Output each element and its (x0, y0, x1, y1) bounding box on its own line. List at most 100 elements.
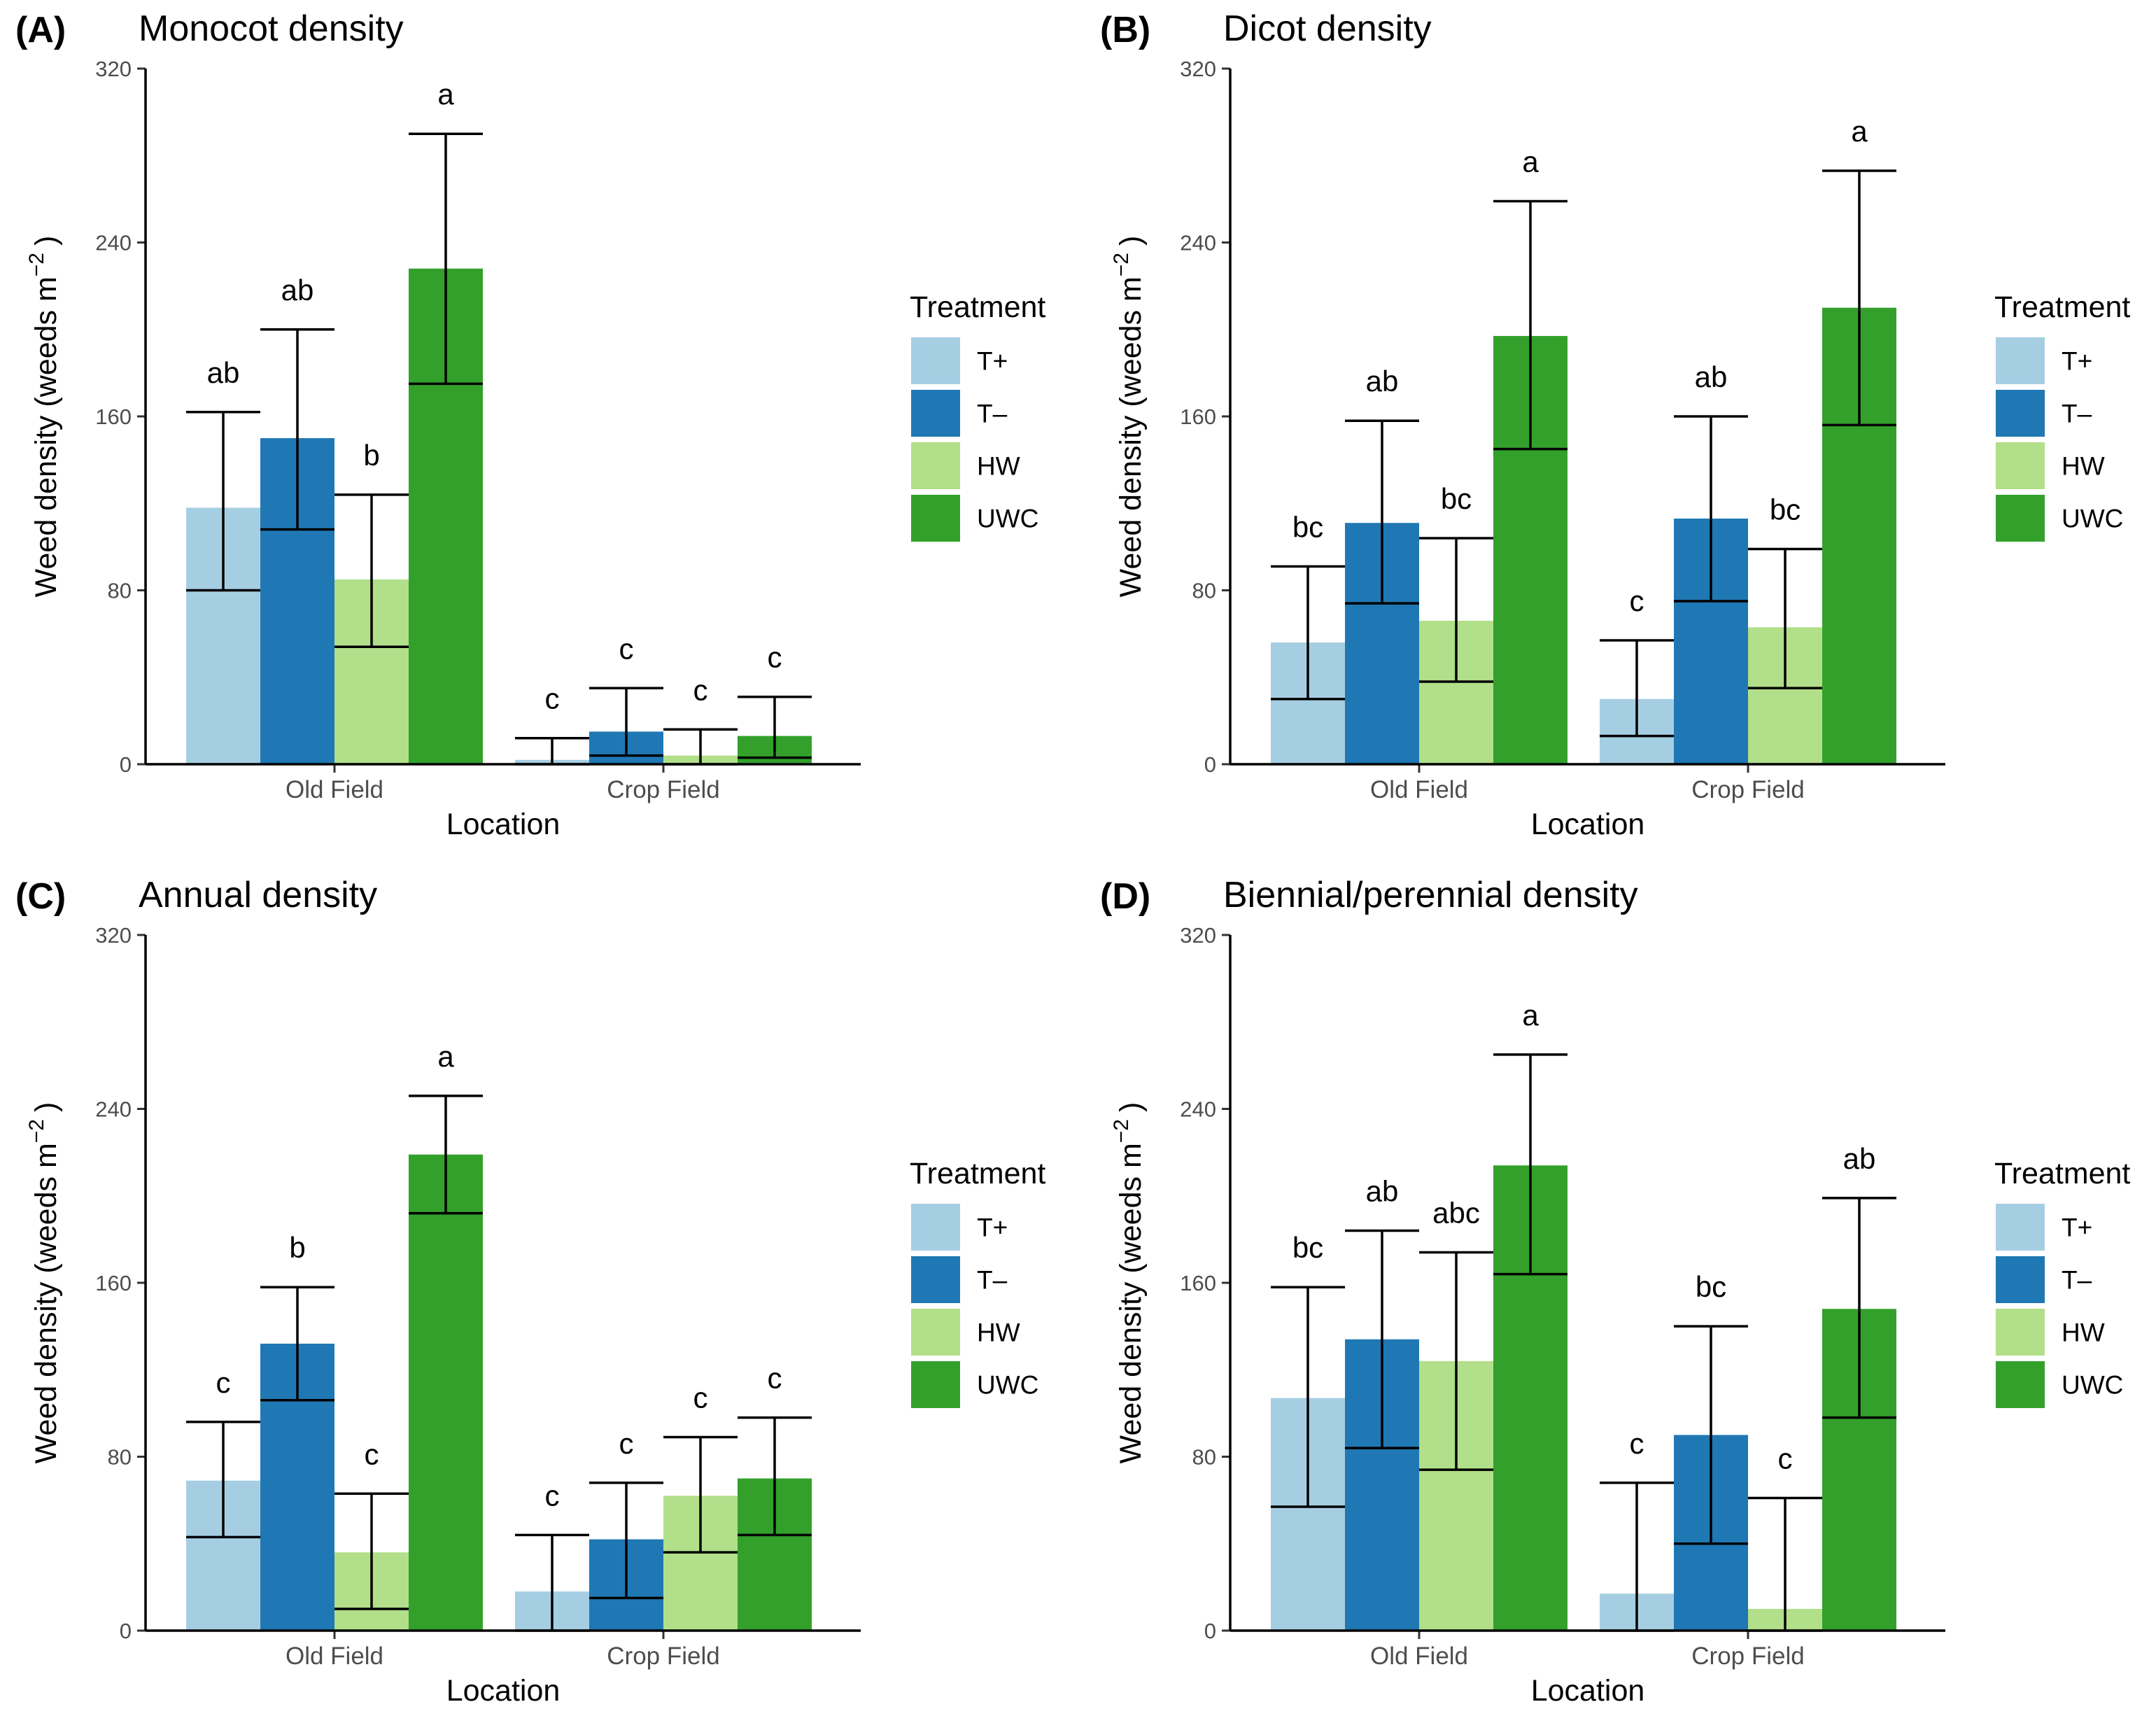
legend-key-HW (911, 442, 960, 489)
significance-letter: bc (1441, 482, 1472, 515)
x-axis-label: Location (446, 1674, 561, 1708)
y-tick-label: 240 (1180, 1097, 1216, 1122)
legend-key-UWC (1996, 1361, 2045, 1408)
y-tick-label: 160 (1180, 405, 1216, 429)
x-tick-label: Crop Field (607, 1643, 719, 1670)
significance-letter: c (1778, 1442, 1793, 1475)
panel-label: (A) (15, 10, 66, 50)
significance-letter: a (437, 78, 454, 111)
panel-label: (C) (15, 876, 66, 917)
chart-title: Monocot density (139, 8, 404, 49)
y-tick-label: 0 (120, 752, 132, 777)
y-tick-label: 80 (108, 1445, 132, 1470)
significance-letter: bc (1696, 1270, 1726, 1303)
legend-key-UWC (911, 495, 960, 542)
significance-letter: abc (1432, 1197, 1480, 1230)
legend-label: T– (977, 1266, 1008, 1295)
legend-label: UWC (977, 1371, 1038, 1400)
legend-label: HW (977, 1318, 1020, 1347)
y-axis-label-end: ) (29, 1102, 63, 1112)
legend-key-T (911, 390, 960, 437)
y-tick-label: 80 (108, 579, 132, 603)
y-axis-label: Weed density (weeds m−2) (25, 236, 63, 598)
y-tick-label: 320 (95, 923, 132, 948)
y-axis-label-end: ) (1114, 236, 1148, 246)
y-axis-label: Weed density (weeds m−2) (1110, 236, 1148, 598)
y-tick-label: 240 (95, 1097, 132, 1122)
significance-letter: a (1522, 999, 1539, 1032)
y-tick-label: 240 (95, 231, 132, 255)
legend-key-T (1996, 1204, 2045, 1251)
y-axis-label-sup: −2 (1110, 1119, 1133, 1143)
legend-key-T (1996, 1256, 2045, 1303)
significance-letter: c (1630, 584, 1644, 617)
significance-letter: c (619, 1427, 634, 1460)
significance-letter: c (768, 641, 782, 674)
y-tick-label: 240 (1180, 231, 1216, 255)
legend-key-T (911, 1256, 960, 1303)
legend-key-HW (911, 1309, 960, 1356)
y-tick-label: 160 (1180, 1271, 1216, 1295)
legend-key-T (911, 1204, 960, 1251)
y-axis-label-end: ) (1114, 1102, 1148, 1112)
significance-letter: c (619, 632, 634, 665)
legend-label: UWC (2062, 505, 2123, 533)
y-axis-label-main: Weed density (weeds m (1114, 276, 1148, 597)
panel-label: (B) (1100, 10, 1150, 50)
significance-letter: c (768, 1362, 782, 1395)
legend-title: Treatment (1994, 1157, 2130, 1190)
significance-letter: bc (1292, 510, 1323, 543)
legend-label: HW (977, 452, 1020, 481)
y-tick-label: 0 (1204, 1619, 1216, 1643)
legend-key-T (1996, 337, 2045, 384)
y-tick-label: 0 (120, 1619, 132, 1643)
y-axis-label: Weed density (weeds m−2) (25, 1102, 63, 1464)
significance-letter: c (365, 1437, 379, 1470)
legend-label: T– (977, 400, 1008, 428)
x-axis-label: Location (1531, 808, 1645, 841)
significance-letter: c (693, 1381, 708, 1414)
legend-title: Treatment (910, 1157, 1045, 1190)
y-axis-label-main: Weed density (weeds m (29, 1143, 63, 1463)
x-tick-label: Crop Field (1691, 776, 1804, 803)
significance-letter: ab (1695, 360, 1728, 393)
x-tick-label: Old Field (286, 776, 383, 803)
legend-key-UWC (1996, 495, 2045, 542)
legend-label: HW (2062, 452, 2105, 481)
legend-label: UWC (977, 505, 1038, 533)
y-axis-label-sup: −2 (1110, 253, 1133, 276)
legend-title: Treatment (1994, 290, 2130, 324)
legend-label: T+ (2062, 347, 2092, 376)
y-tick-label: 320 (95, 57, 132, 81)
significance-letter: bc (1292, 1231, 1323, 1264)
y-tick-label: 0 (1204, 752, 1216, 777)
significance-letter: b (363, 439, 379, 472)
legend-label: T+ (977, 1214, 1008, 1242)
y-axis-label-sup: −2 (25, 253, 48, 276)
significance-letter: c (545, 1479, 560, 1512)
x-tick-label: Crop Field (1691, 1643, 1804, 1670)
legend-key-HW (1996, 442, 2045, 489)
y-tick-label: 80 (1192, 1445, 1216, 1470)
significance-letter: c (1630, 1427, 1644, 1460)
significance-letter: a (1851, 115, 1868, 148)
chart-panel-D: (D) Biennial/perennial density 0 80 160 240 32… (1100, 875, 2130, 1708)
significance-letter: bc (1770, 493, 1801, 526)
chart-panel-B: (B) Dicot density 0 80 160 240 320 Weed density… (1100, 8, 2130, 841)
significance-letter: b (289, 1231, 305, 1264)
y-axis-label-sup: −2 (25, 1119, 48, 1143)
significance-letter: a (1522, 145, 1539, 178)
legend-label: T+ (2062, 1214, 2092, 1242)
y-tick-label: 320 (1180, 57, 1216, 81)
chart-panel-C: (C) Annual density 0 80 160 240 320 Weed densit… (15, 875, 1045, 1708)
significance-letter: ab (281, 274, 314, 307)
y-axis-label-main: Weed density (weeds m (29, 276, 63, 597)
legend-key-HW (1996, 1309, 2045, 1356)
x-tick-label: Old Field (1370, 776, 1468, 803)
y-tick-label: 160 (95, 405, 132, 429)
significance-letter: ab (1366, 365, 1399, 398)
significance-letter: a (437, 1040, 454, 1073)
bar-UWC-oldfield (409, 1154, 483, 1631)
y-tick-label: 80 (1192, 579, 1216, 603)
